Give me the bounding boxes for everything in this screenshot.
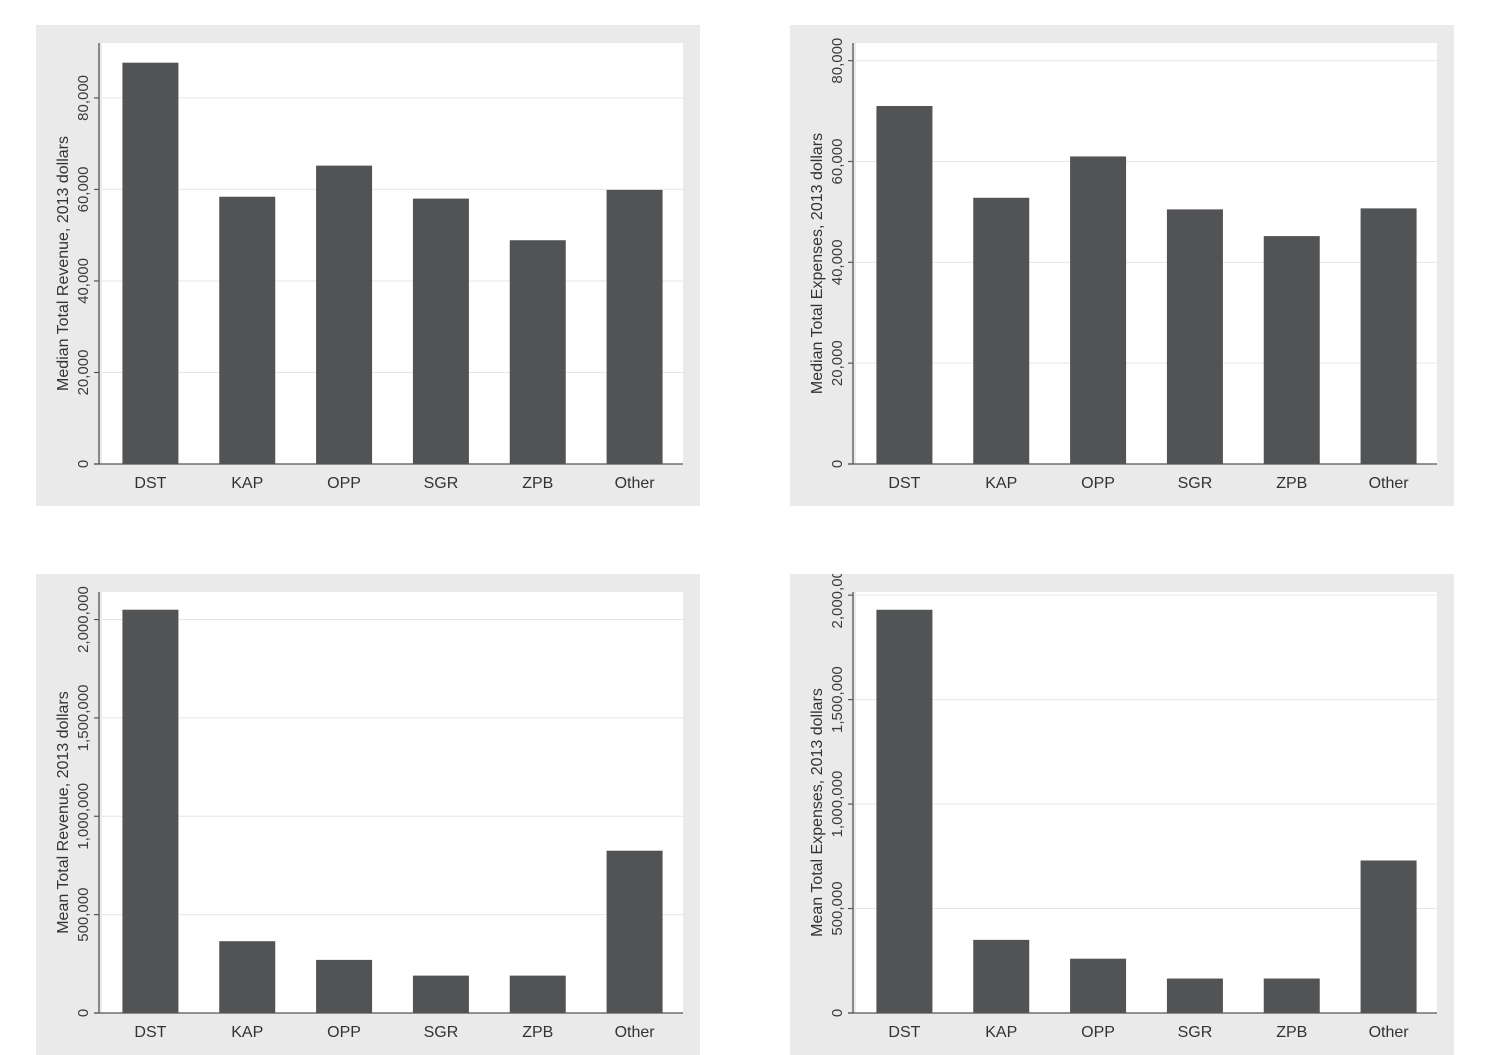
bar-zpb (1263, 236, 1320, 464)
x-tick-label: ZPB (1276, 1024, 1307, 1041)
bar-zpb (1263, 978, 1320, 1013)
x-tick-label: DST (134, 475, 166, 492)
y-tick-label: 1,500,000 (829, 666, 846, 733)
y-tick-label: 500,000 (829, 881, 846, 935)
bar-opp (1070, 156, 1127, 464)
bar-other (606, 189, 663, 464)
x-tick-label: ZPB (1276, 475, 1307, 492)
bar-sgr (412, 198, 469, 464)
x-tick-label: Other (1369, 475, 1410, 492)
bar-zpb (509, 240, 566, 464)
bar-kap (219, 196, 276, 464)
bar-other (1360, 860, 1417, 1013)
x-tick-label: DST (888, 1024, 920, 1041)
y-tick-label: 0 (829, 1009, 846, 1017)
bar-opp (316, 959, 373, 1013)
chart-mean-expenses: 0 500,000 1,000,000 1,500,000 2,000,000 DST KA… (790, 574, 1454, 1055)
x-tick-label: Other (615, 1024, 656, 1041)
bar-opp (316, 165, 373, 464)
chart-svg: 0 20,000 40,000 60,000 80,000 DST KAP OPP SGR ZPB… (790, 25, 1454, 506)
bar-sgr (412, 975, 469, 1013)
bar-other (606, 850, 663, 1013)
x-tick-label: DST (134, 1024, 166, 1041)
y-tick-label: 20,000 (75, 350, 92, 396)
bar-zpb (509, 975, 566, 1013)
chart-svg: 0 20,000 40,000 60,000 80,000 DST KAP OPP SGR ZPB… (36, 25, 700, 506)
y-tick-label: 0 (75, 460, 92, 468)
x-tick-label: DST (888, 475, 920, 492)
chart-median-revenue: 0 20,000 40,000 60,000 80,000 DST KAP OPP SGR ZPB… (36, 25, 700, 506)
y-tick-label: 40,000 (829, 239, 846, 285)
bar-kap (219, 941, 276, 1013)
bar-dst (122, 609, 179, 1013)
x-tick-label: SGR (424, 475, 459, 492)
plot-area (102, 592, 683, 1013)
y-tick-label: 2,000,000 (829, 574, 846, 629)
x-tick-label: KAP (231, 1024, 263, 1041)
plot-area (856, 43, 1437, 464)
x-tick-label: KAP (985, 1024, 1017, 1041)
bar-dst (122, 62, 179, 464)
bar-opp (1070, 958, 1127, 1013)
y-tick-label: 2,000,000 (75, 586, 92, 653)
y-tick-label: 1,500,000 (75, 685, 92, 752)
x-tick-label: OPP (1081, 1024, 1115, 1041)
x-tick-label: ZPB (522, 1024, 553, 1041)
y-tick-label: 80,000 (75, 75, 92, 121)
x-tick-label: Other (1369, 1024, 1410, 1041)
y-tick-label: 80,000 (829, 38, 846, 84)
bar-other (1360, 208, 1417, 464)
x-tick-label: OPP (327, 1024, 361, 1041)
y-tick-label: 40,000 (75, 258, 92, 304)
x-tick-label: SGR (1178, 475, 1213, 492)
y-tick-label: 0 (75, 1009, 92, 1017)
y-tick-label: 60,000 (829, 139, 846, 185)
y-tick-label: 1,000,000 (75, 783, 92, 850)
bar-kap (973, 197, 1030, 465)
x-tick-label: Other (615, 475, 656, 492)
x-tick-label: SGR (1178, 1024, 1213, 1041)
bar-kap (973, 939, 1030, 1013)
plot-area (102, 43, 683, 464)
plot-area (856, 592, 1437, 1013)
y-axis-title: Mean Total Expenses, 2013 dollars (809, 688, 826, 937)
bar-sgr (1166, 978, 1223, 1013)
y-tick-label: 0 (829, 460, 846, 468)
y-tick-label: 1,000,000 (829, 771, 846, 838)
y-axis-title: Median Total Expenses, 2013 dollars (809, 133, 826, 394)
y-tick-label: 500,000 (75, 888, 92, 942)
x-tick-label: OPP (327, 475, 361, 492)
chart-mean-revenue: 0 500,000 1,000,000 1,500,000 2,000,000 DST KA… (36, 574, 700, 1055)
bar-dst (876, 106, 933, 464)
y-tick-label: 20,000 (829, 340, 846, 386)
bar-sgr (1166, 209, 1223, 464)
y-axis-title: Median Total Revenue, 2013 dollars (55, 136, 72, 391)
chart-svg: 0 500,000 1,000,000 1,500,000 2,000,000 DST KA… (36, 574, 700, 1055)
chart-median-expenses: 0 20,000 40,000 60,000 80,000 DST KAP OPP SGR ZPB… (790, 25, 1454, 506)
chart-svg: 0 500,000 1,000,000 1,500,000 2,000,000 DST KA… (790, 574, 1454, 1055)
x-tick-label: KAP (231, 475, 263, 492)
x-tick-label: OPP (1081, 475, 1115, 492)
y-tick-label: 60,000 (75, 166, 92, 212)
x-tick-label: ZPB (522, 475, 553, 492)
bar-dst (876, 609, 933, 1013)
x-tick-label: KAP (985, 475, 1017, 492)
y-axis-title: Mean Total Revenue, 2013 dollars (55, 691, 72, 934)
x-tick-label: SGR (424, 1024, 459, 1041)
